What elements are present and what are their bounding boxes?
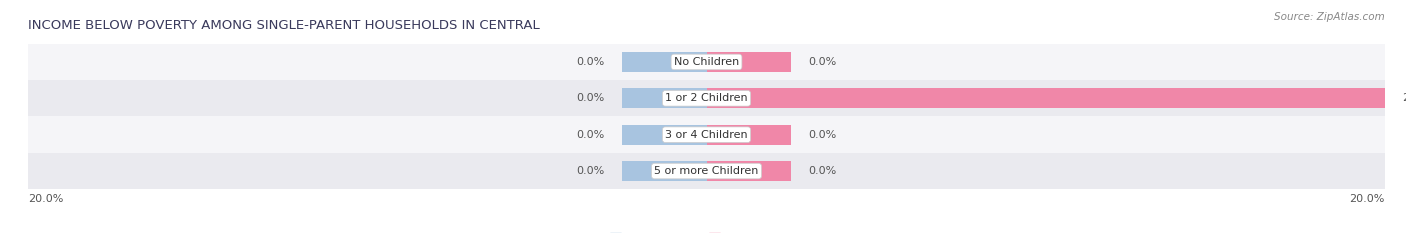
Text: 0.0%: 0.0% — [808, 166, 837, 176]
Bar — [28, 80, 1385, 116]
Bar — [621, 52, 707, 72]
Text: 20.0%: 20.0% — [28, 194, 63, 204]
Text: 1 or 2 Children: 1 or 2 Children — [665, 93, 748, 103]
Bar — [621, 88, 707, 108]
Text: INCOME BELOW POVERTY AMONG SINGLE-PARENT HOUSEHOLDS IN CENTRAL: INCOME BELOW POVERTY AMONG SINGLE-PARENT… — [28, 18, 540, 31]
Text: 0.0%: 0.0% — [576, 166, 605, 176]
Bar — [28, 44, 1385, 80]
Bar — [707, 161, 792, 181]
Bar — [707, 125, 792, 145]
Text: 0.0%: 0.0% — [576, 57, 605, 67]
Text: 3 or 4 Children: 3 or 4 Children — [665, 130, 748, 140]
Text: 20.0%: 20.0% — [1350, 194, 1385, 204]
Text: 0.0%: 0.0% — [808, 130, 837, 140]
Legend: Single Father, Single Mother: Single Father, Single Mother — [606, 229, 807, 233]
Bar — [707, 52, 792, 72]
Bar — [28, 153, 1385, 189]
Text: 0.0%: 0.0% — [576, 93, 605, 103]
Text: Source: ZipAtlas.com: Source: ZipAtlas.com — [1274, 12, 1385, 22]
Bar — [621, 161, 707, 181]
Text: 20.0%: 20.0% — [1402, 93, 1406, 103]
Text: No Children: No Children — [673, 57, 740, 67]
Text: 0.0%: 0.0% — [576, 130, 605, 140]
Bar — [621, 125, 707, 145]
Text: 5 or more Children: 5 or more Children — [654, 166, 759, 176]
Bar — [707, 88, 1385, 108]
Bar — [28, 116, 1385, 153]
Text: 0.0%: 0.0% — [808, 57, 837, 67]
